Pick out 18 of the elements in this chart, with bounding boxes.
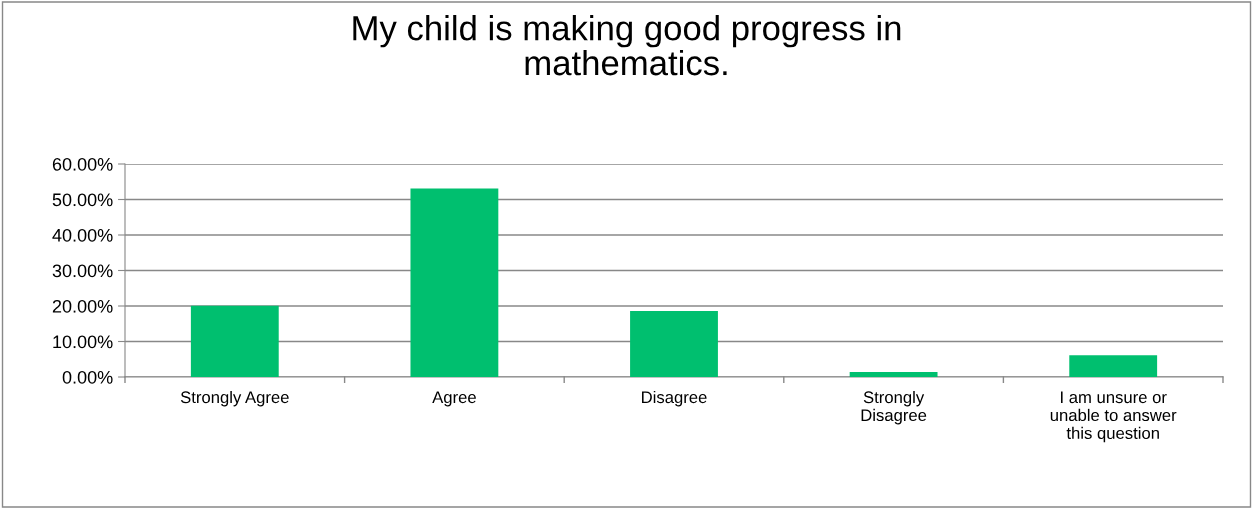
y-tick-label: 60.00%	[52, 157, 113, 171]
bar	[190, 305, 279, 377]
x-tick-label: Strongly Disagree	[861, 390, 927, 425]
y-tick-label: 0.00%	[62, 370, 113, 384]
x-tick-label: Agree	[432, 391, 476, 407]
bar	[1069, 355, 1158, 377]
y-tick-label: 50.00%	[52, 193, 113, 207]
bar	[410, 188, 499, 377]
y-tick-label: 10.00%	[53, 335, 113, 349]
x-tick-label: Strongly Agree	[180, 390, 289, 407]
y-tick-label: 20.00%	[52, 299, 113, 313]
y-tick-label: 30.00%	[52, 264, 113, 278]
bar	[630, 310, 718, 377]
chart-title: My child is making good progress in mathematics.	[353, 15, 901, 76]
x-tick-label: I am unsure or unable to answer this question	[1050, 391, 1177, 443]
y-tick-label: 40.00%	[52, 228, 113, 242]
bar	[849, 372, 938, 377]
x-tick-label: Disagree	[642, 390, 707, 407]
